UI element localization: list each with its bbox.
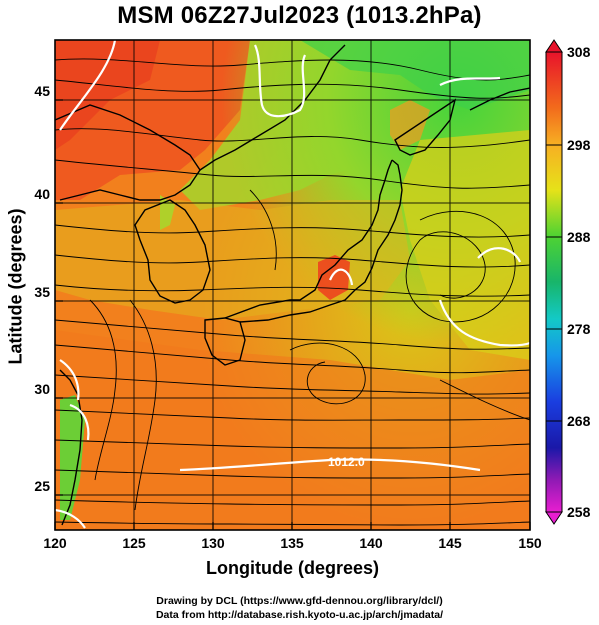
map-title: MSM 06Z27Jul2023 (1013.2hPa) [117,2,482,29]
wind-streamlines [55,58,530,526]
colorbar-tick-label: 298 [567,137,591,153]
colorbar [545,39,563,525]
x-tick-label: 135 [280,535,304,551]
colorbar-tick-label: 308 [567,44,591,60]
x-tick-label: 125 [122,535,146,551]
x-tick-label: 145 [438,535,462,551]
colorbar-tick-label: 278 [567,321,591,337]
coastlines [55,44,530,526]
colorbar-tick-label: 258 [567,504,591,520]
y-tick-label: 45 [34,83,50,99]
x-axis-label: Longitude (degrees) [205,558,379,578]
colorbar-tick-label: 268 [567,413,591,429]
x-tick-label: 130 [201,535,225,551]
x-tick-label: 140 [359,535,383,551]
axis-ticks [54,99,531,530]
y-tick-label: 30 [34,381,50,397]
y-tick-label: 35 [34,284,50,300]
y-tick-label: 40 [34,186,50,202]
isobar-label: 1012.0 [328,455,365,469]
credit-drawing: Drawing by DCL (https://www.gfd-dennou.o… [156,595,443,607]
x-tick-label: 150 [518,535,542,551]
y-tick-label: 25 [34,478,50,494]
colorbar-tick-label: 288 [567,229,591,245]
x-tick-label: 120 [43,535,67,551]
credit-data-source: Data from http://database.rish.kyoto-u.a… [155,609,444,621]
y-axis-label: Latitude (degrees) [5,208,26,365]
isobars [55,40,530,529]
